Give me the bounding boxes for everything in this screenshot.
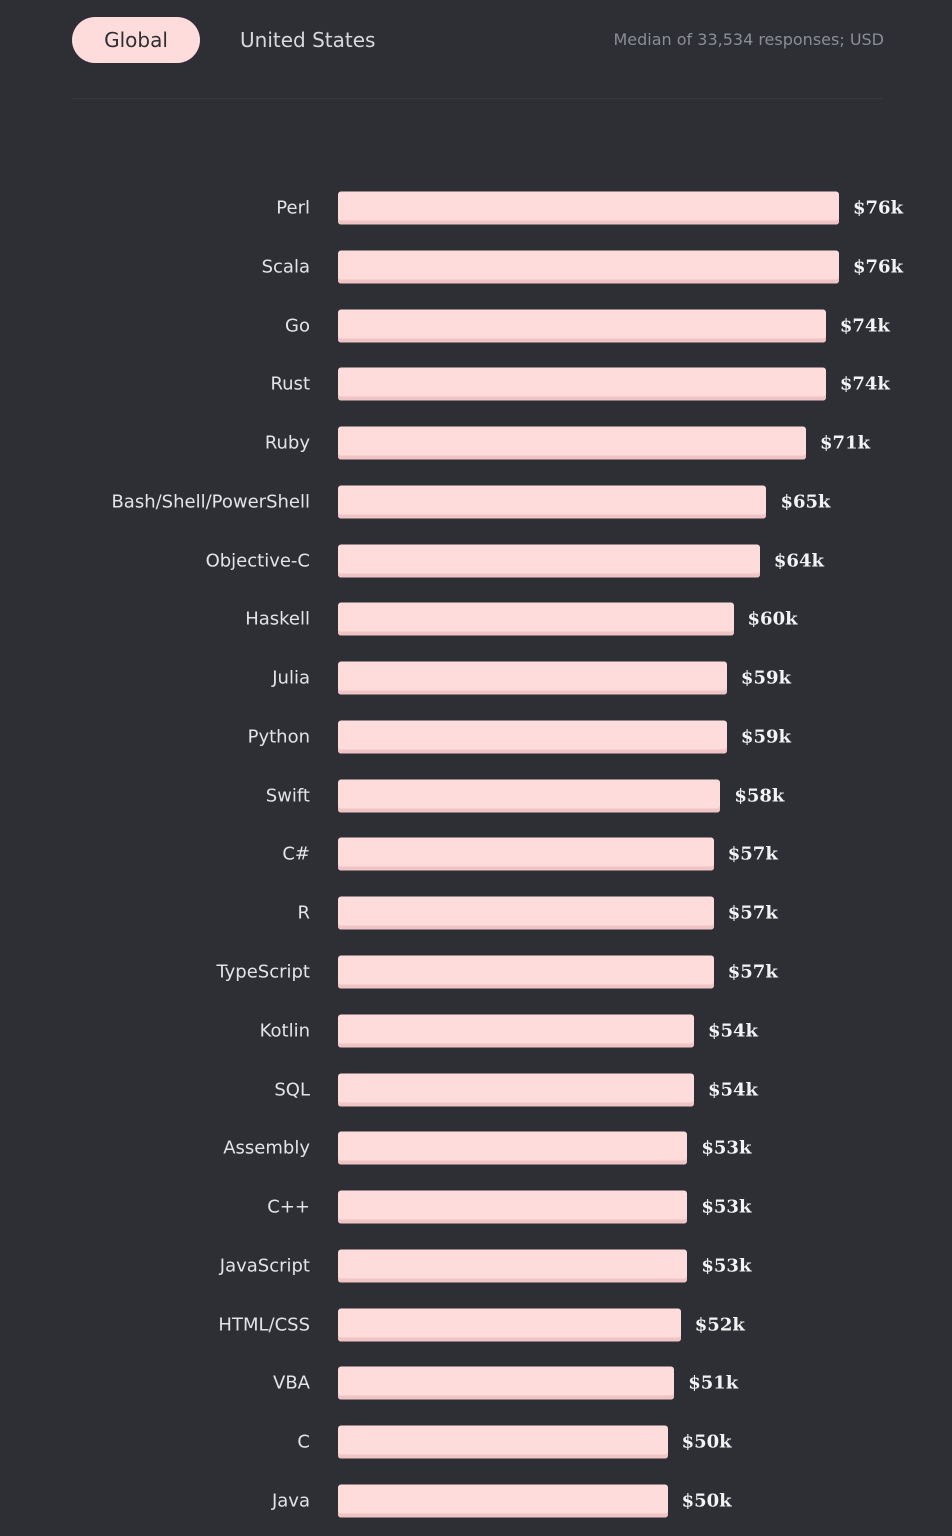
value-label: $60k (747, 608, 798, 630)
bar (338, 661, 727, 695)
category-label: JavaScript (219, 1255, 310, 1277)
value-label: $76k (853, 256, 904, 278)
bar (338, 896, 714, 930)
value-label: $57k (727, 843, 778, 865)
category-label: Swift (265, 785, 310, 807)
bar (338, 426, 807, 460)
value-label: $52k (694, 1314, 745, 1336)
category-label: C++ (267, 1196, 310, 1218)
value-label: $51k (688, 1372, 739, 1394)
bar (338, 1131, 688, 1165)
bar (338, 1308, 681, 1342)
value-label: $64k (773, 550, 824, 572)
bar (338, 367, 826, 401)
category-label: Go (285, 315, 310, 337)
bar (338, 1014, 694, 1048)
bar (338, 837, 714, 871)
bar (338, 1073, 694, 1107)
category-label: C (297, 1431, 310, 1453)
bar (338, 1425, 668, 1459)
bar (338, 309, 826, 343)
value-label: $74k (839, 315, 890, 337)
value-label: $57k (727, 902, 778, 924)
value-label: $50k (681, 1490, 732, 1512)
value-label: $54k (707, 1079, 759, 1101)
category-label: Haskell (245, 608, 310, 630)
bar (338, 720, 727, 754)
value-label: $53k (701, 1196, 752, 1218)
category-label: SQL (274, 1079, 310, 1101)
bar (338, 250, 839, 284)
category-label: Bash/Shell/PowerShell (111, 491, 310, 513)
bar (338, 485, 767, 519)
value-label: $76k (853, 197, 904, 219)
value-label: $74k (839, 373, 890, 395)
bar (338, 544, 760, 578)
bar (338, 779, 721, 813)
bar (338, 1249, 688, 1283)
category-label: Kotlin (259, 1020, 310, 1042)
category-label: Python (247, 726, 310, 748)
bar (338, 1190, 688, 1224)
category-label: Java (271, 1490, 310, 1512)
tab-global[interactable]: Global (72, 17, 200, 63)
bar (338, 191, 839, 225)
value-label: $54k (707, 1020, 759, 1042)
value-label: $57k (727, 961, 778, 983)
value-label: $53k (701, 1255, 752, 1277)
category-label: C# (282, 843, 310, 865)
bar (338, 1366, 675, 1400)
category-label: HTML/CSS (218, 1314, 310, 1336)
value-label: $50k (681, 1431, 732, 1453)
category-label: Ruby (264, 432, 310, 454)
responses-note: Median of 33,534 responses; USD (613, 30, 884, 49)
category-label: R (297, 902, 310, 924)
bar (338, 955, 714, 989)
bar (338, 1484, 668, 1518)
category-label: Objective-C (205, 550, 310, 572)
value-label: $71k (820, 432, 871, 454)
category-label: Julia (272, 667, 310, 689)
value-label: $59k (740, 726, 791, 748)
tab-united-states[interactable]: United States (240, 28, 376, 52)
value-label: $65k (780, 491, 831, 513)
category-label: Assembly (223, 1137, 310, 1159)
category-label: Perl (276, 197, 310, 219)
value-label: $59k (740, 667, 791, 689)
value-label: $53k (701, 1137, 752, 1159)
divider (72, 98, 882, 99)
category-label: TypeScript (216, 961, 310, 983)
value-label: $58k (734, 785, 785, 807)
category-label: Rust (270, 373, 310, 395)
bar (338, 602, 734, 636)
category-label: Scala (261, 256, 310, 278)
category-label: VBA (273, 1372, 310, 1394)
